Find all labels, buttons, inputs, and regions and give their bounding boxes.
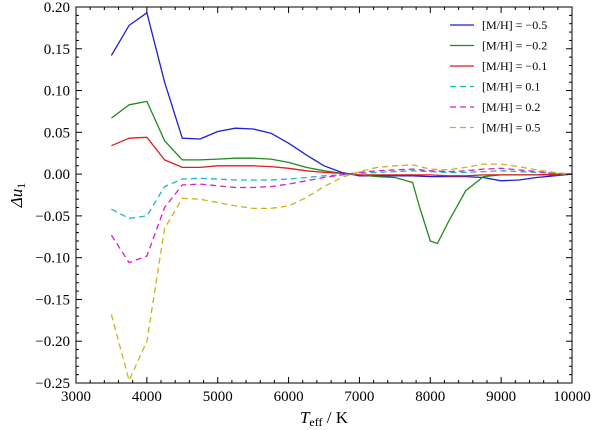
y-tick-label: −0.05 xyxy=(35,209,70,225)
x-axis-symbol: T xyxy=(300,408,311,427)
legend-label-6: [M/H] = 0.5 xyxy=(482,121,540,135)
legend-label-4: [M/H] = 0.1 xyxy=(482,80,540,94)
x-tick-label: 7000 xyxy=(344,389,374,405)
y-tick-label: 0.00 xyxy=(44,167,70,183)
x-axis-subscript: eff xyxy=(309,415,322,429)
x-tick-label: 8000 xyxy=(415,389,445,405)
y-tick-label: −0.10 xyxy=(35,251,70,267)
legend: [M/H] = −0.5 [M/H] = −0.2 [M/H] = −0.1 [M/H… xyxy=(450,18,547,135)
x-axis-title: Teff / K xyxy=(300,408,349,429)
y-tick-label: −0.15 xyxy=(35,292,70,308)
y-tick-label: 0.15 xyxy=(44,42,70,58)
plot-lines xyxy=(110,12,572,382)
legend-label-1: [M/H] = −0.5 xyxy=(482,18,547,32)
series-line-6 xyxy=(110,163,572,382)
plot-frame xyxy=(75,6,573,384)
y-tick-label: 0.10 xyxy=(44,84,70,100)
x-tick-label: 9000 xyxy=(486,389,516,405)
y-tick-label: −0.20 xyxy=(35,334,70,350)
x-tick-label: 4000 xyxy=(132,389,162,405)
series-line-1 xyxy=(110,12,572,182)
y-axis-symbol: Δu xyxy=(7,189,26,208)
legend-label-2: [M/H] = −0.2 xyxy=(482,39,547,53)
legend-label-3: [M/H] = −0.1 xyxy=(482,59,547,73)
axis-ticks xyxy=(75,6,573,384)
x-tick-label: 10000 xyxy=(553,389,591,405)
series-line-4 xyxy=(111,170,572,220)
y-axis-title: Δu1 xyxy=(7,183,28,208)
x-tick-label: 3000 xyxy=(61,389,91,405)
y-tick-label: 0.20 xyxy=(44,0,70,16)
axis-tick-labels: 3000 4000 5000 6000 7000 8000 9000 10000 −0.25 −0… xyxy=(35,0,590,405)
x-tick-label: 6000 xyxy=(274,389,304,405)
y-tick-label: −0.25 xyxy=(35,376,70,392)
legend-label-5: [M/H] = 0.2 xyxy=(482,100,540,114)
series-line-3 xyxy=(111,136,572,177)
y-axis-subscript: 1 xyxy=(14,183,28,189)
x-axis-unit: / K xyxy=(323,408,349,427)
y-tick-label: 0.05 xyxy=(44,125,70,141)
series-line-5 xyxy=(110,167,572,264)
x-tick-label: 5000 xyxy=(203,389,233,405)
